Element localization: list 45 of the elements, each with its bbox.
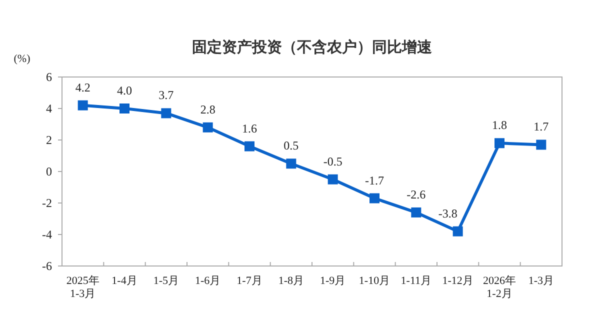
point <box>411 207 422 218</box>
x-tick-label: 1-6月 <box>194 275 221 287</box>
text: 1.6 <box>242 121 257 136</box>
y-tick-label: 2 <box>46 133 52 147</box>
text: 4.2 <box>75 80 90 94</box>
y-tick-label: -4 <box>42 228 52 242</box>
x-tick-label: 1-5月 <box>153 275 180 287</box>
point <box>328 174 338 184</box>
point <box>452 226 463 236</box>
text: 4.0 <box>117 84 132 98</box>
x-tick-label: 1-10月 <box>358 275 390 287</box>
point <box>370 193 380 204</box>
y-tick-label: -6 <box>42 259 52 273</box>
text: 1.8 <box>492 118 507 132</box>
point <box>286 158 296 169</box>
y-axis-title: (%) <box>14 53 31 65</box>
text: 0.5 <box>284 138 299 153</box>
y-tick-label: 6 <box>46 70 52 84</box>
x-tick-label: 1-8月 <box>278 275 304 287</box>
point <box>202 122 213 132</box>
x-tick-label: 1-7月 <box>236 275 262 287</box>
point <box>120 104 130 114</box>
chart-title: 固定资产投资（不含农户）同比增速 <box>192 38 433 56</box>
point <box>536 140 546 150</box>
point <box>244 141 254 152</box>
x-tick-label: 1-11月 <box>400 275 432 287</box>
text: -3.8 <box>438 206 458 220</box>
text: 2.8 <box>200 102 216 116</box>
x-tick-label: 1-4月 <box>112 275 138 287</box>
y-tick-label: -2 <box>42 196 52 210</box>
text: -1.7 <box>365 173 384 188</box>
point <box>161 108 172 118</box>
x-tick-label: 2026年 1-2月 <box>483 275 516 300</box>
y-tick-label: 0 <box>46 164 52 178</box>
x-tick-label: 1-9月 <box>320 275 346 287</box>
x-tick-label: 2025年 1-3月 <box>66 275 100 300</box>
point <box>494 138 504 148</box>
x-tick-label: 1-3月 <box>528 275 554 287</box>
text: 3.7 <box>158 88 174 102</box>
text: 1.7 <box>534 120 549 134</box>
y-tick-label: 4 <box>46 102 52 116</box>
text: -0.5 <box>323 154 342 168</box>
x-tick-label: 1-12月 <box>442 275 474 287</box>
text: -2.6 <box>406 187 426 202</box>
point <box>78 100 88 110</box>
